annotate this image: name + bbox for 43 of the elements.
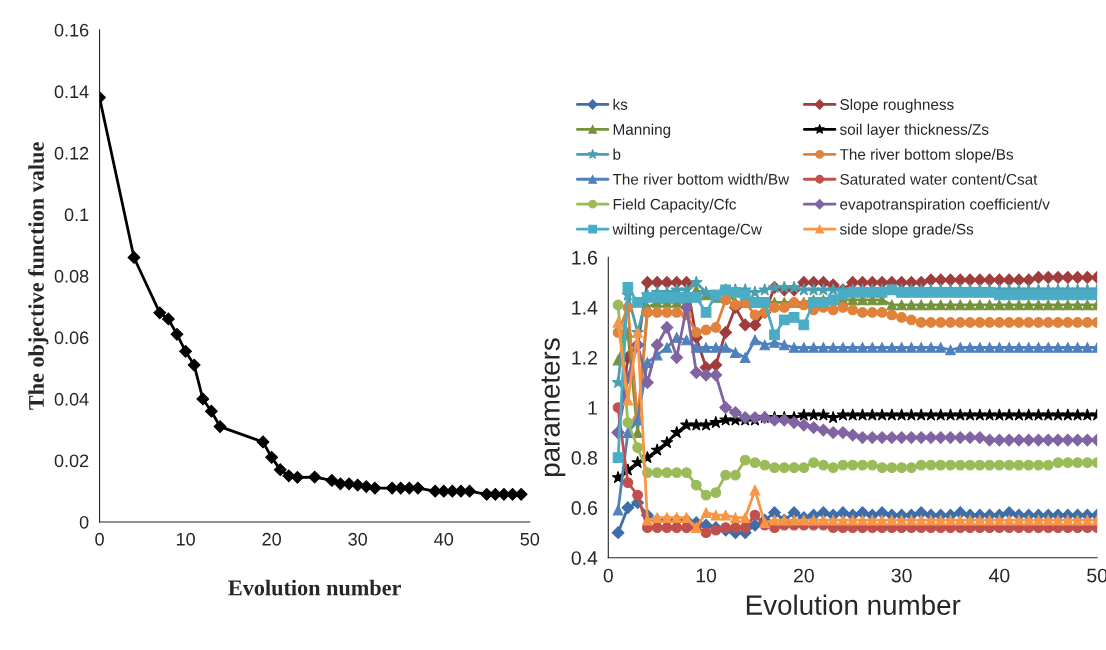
x-axis-title: Evolution number — [228, 579, 401, 596]
x-tick-label: 10 — [176, 532, 195, 546]
y-tick-label: 1.6 — [572, 250, 598, 265]
legend-label: Manning — [613, 123, 671, 138]
y-tick-label: 0.08 — [54, 269, 89, 283]
y-tick-label: 0.04 — [54, 392, 89, 406]
legend-label: ks — [613, 98, 628, 110]
x-tick-label: 0 — [95, 532, 104, 546]
y-tick-label: 0.12 — [54, 146, 89, 160]
y-tick-label: 0.06 — [54, 331, 89, 345]
y-tick-label: 1 — [588, 401, 597, 415]
legend-label: Slope roughness — [840, 98, 954, 113]
x-tick-label: 20 — [794, 568, 814, 583]
legend-label: The river bottom width/Bw — [612, 173, 790, 185]
legend-label: Saturated water content/Csat — [840, 173, 1038, 185]
x-tick-label: 50 — [520, 532, 540, 546]
x-tick-label: 10 — [696, 568, 717, 583]
y-tick-label: 0.6 — [571, 501, 598, 515]
y-tick-label: 0.14 — [54, 85, 89, 99]
y-tick-label: 0.4 — [571, 551, 598, 565]
x-tick-label: 20 — [262, 532, 281, 546]
y-axis-title: The objective function value — [28, 142, 49, 410]
y-axis-title: parameters — [541, 338, 566, 476]
legend-label: b — [613, 148, 621, 160]
x-tick-label: 40 — [989, 568, 1010, 583]
x-tick-label: 30 — [891, 568, 912, 583]
legend-label: evapotranspiration coefficient/v — [840, 198, 1050, 213]
x-tick-label: 0 — [603, 568, 613, 583]
y-tick-label: 1.4 — [572, 301, 598, 315]
legend-label: Field Capacity/Cfc — [613, 198, 737, 213]
legend-label: side slope grade/Ss — [839, 223, 974, 238]
x-tick-label: 30 — [348, 532, 368, 546]
x-tick-label: 40 — [434, 532, 454, 546]
y-tick-label: 0 — [79, 515, 89, 529]
y-tick-label: 0.8 — [571, 451, 598, 465]
legend-label: The river bottom slope/Bs — [839, 148, 1014, 163]
y-tick-label: 0.16 — [54, 23, 89, 37]
legend-label: soil layer thickness/Zs — [839, 123, 989, 138]
y-tick-label: 0.1 — [64, 208, 89, 222]
y-tick-label: 1.2 — [572, 350, 597, 365]
y-tick-label: 0.02 — [54, 454, 89, 468]
x-axis-title: Evolution number — [746, 594, 961, 615]
legend-label: wilting percentage/Cw — [612, 223, 763, 238]
